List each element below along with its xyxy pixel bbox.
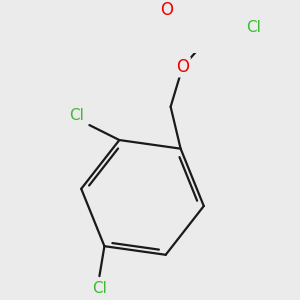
Text: O: O <box>160 1 174 19</box>
Text: Cl: Cl <box>247 20 261 35</box>
Text: O: O <box>176 58 189 76</box>
Text: Cl: Cl <box>70 108 84 123</box>
Text: Cl: Cl <box>92 281 107 296</box>
